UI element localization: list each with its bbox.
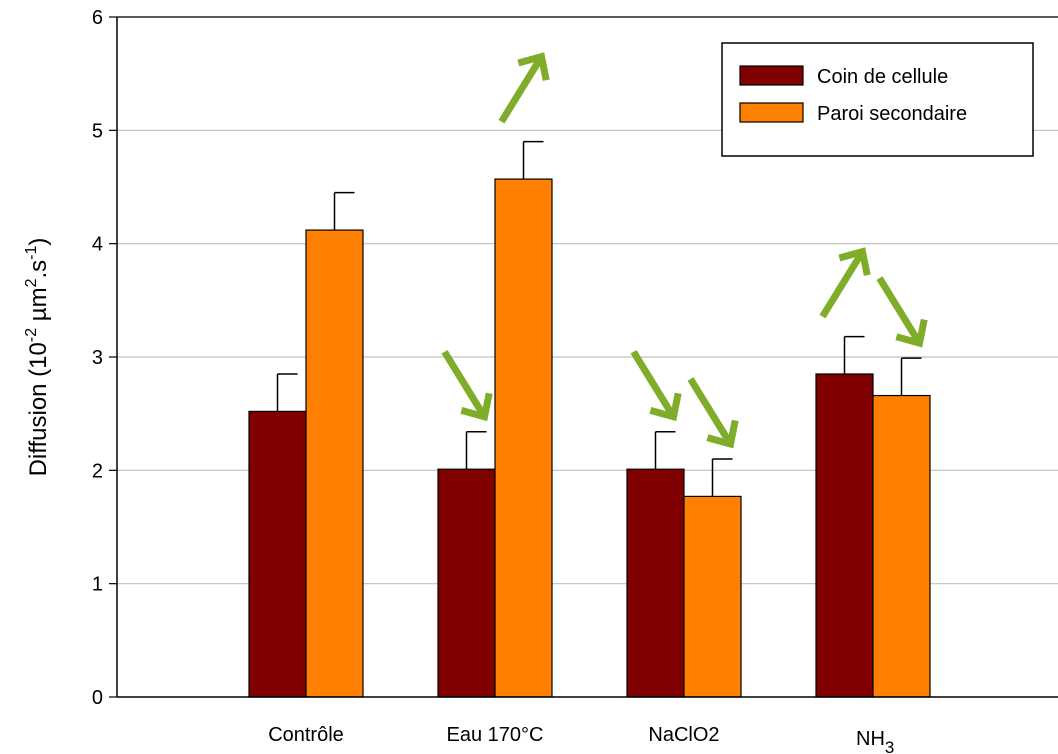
- legend-box: [721, 42, 1034, 157]
- y-tick-label: 3: [92, 347, 103, 369]
- error-bars: [276, 140, 922, 497]
- bar-paroi-secondaire: [305, 229, 364, 698]
- legend: Coin de cellule Paroi secondaire: [721, 42, 1034, 157]
- bars: [248, 178, 931, 698]
- y-axis-title: Diffusion (10-2 µm2.s-1): [23, 238, 52, 477]
- legend-label: Coin de cellule: [817, 66, 948, 88]
- y-tick-label: 5: [92, 120, 103, 142]
- bar-paroi-secondaire: [872, 394, 931, 698]
- axes: [109, 16, 1058, 698]
- bar-coin-de-cellule: [248, 410, 307, 698]
- y-tick-label: 4: [92, 234, 103, 256]
- legend-label: Paroi secondaire: [817, 103, 967, 125]
- axis-labels: 0 1 2 3 4 5 6 Contrôle Eau 170°C NaClO2 NH3 Diffusi…: [23, 7, 894, 754]
- y-tick-label: 2: [92, 460, 103, 482]
- trend-arrow-up: [498, 52, 550, 124]
- bar-paroi-secondaire: [494, 178, 553, 698]
- trend-arrow-down: [687, 377, 739, 449]
- x-category-label: NaClO2: [648, 724, 719, 746]
- x-category-label: Eau 170°C: [447, 724, 544, 746]
- trend-arrows: [441, 52, 928, 449]
- trend-arrow-up: [819, 247, 871, 319]
- x-category-label: NH3: [856, 728, 894, 754]
- trend-arrow-down: [441, 349, 493, 422]
- x-category-label: Contrôle: [268, 724, 344, 746]
- trend-arrow-down: [630, 349, 682, 422]
- bar-coin-de-cellule: [626, 468, 685, 698]
- bar-coin-de-cellule: [437, 468, 496, 698]
- bar-coin-de-cellule: [815, 373, 874, 698]
- legend-swatch: [739, 65, 804, 86]
- bar-paroi-secondaire: [683, 495, 742, 698]
- legend-swatch: [739, 102, 804, 123]
- y-tick-label: 1: [92, 574, 103, 596]
- y-tick-label: 6: [92, 7, 103, 29]
- y-tick-label: 0: [92, 687, 103, 709]
- trend-arrow-down: [876, 276, 928, 348]
